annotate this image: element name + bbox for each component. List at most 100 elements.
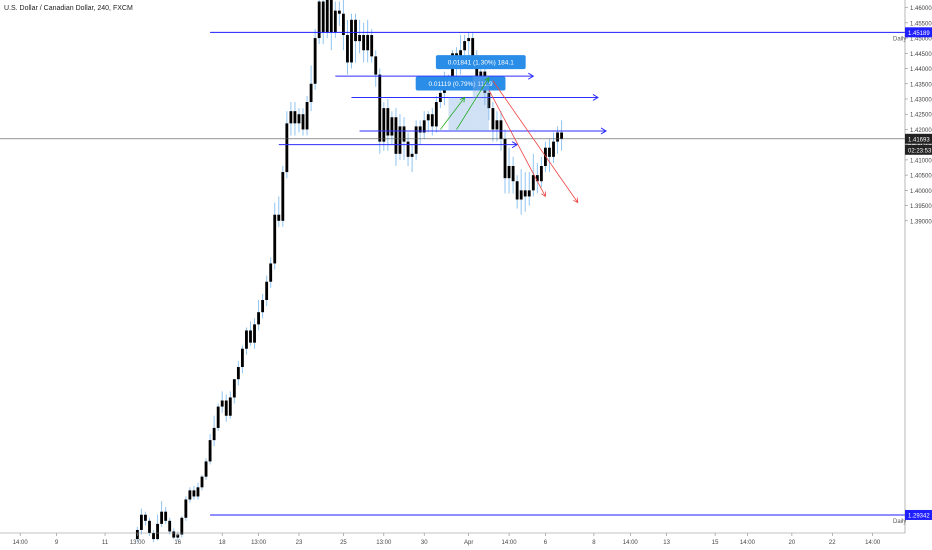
candle: [184, 496, 188, 521]
candle: [386, 98, 390, 151]
candle: [374, 50, 378, 87]
candle-body: [281, 172, 285, 221]
candle-body: [168, 520, 172, 532]
candle-body: [156, 523, 159, 540]
candle: [362, 22, 366, 63]
countdown-tag: [905, 144, 932, 155]
ray-arrowhead: [511, 141, 519, 149]
candle: [410, 144, 414, 173]
ray-arrowhead: [528, 72, 535, 80]
projection-arrow: [492, 80, 579, 203]
candle-body: [245, 330, 248, 349]
candle-body: [491, 108, 495, 130]
candle-body: [224, 400, 228, 416]
candle: [539, 156, 543, 188]
x-tick-label: 16: [174, 540, 181, 546]
candle-body: [430, 114, 434, 127]
candle: [277, 196, 281, 227]
candle: [491, 102, 495, 142]
candle: [426, 111, 430, 133]
candle: [232, 379, 236, 404]
candle-body: [293, 111, 297, 124]
candle-body: [220, 400, 224, 407]
candle-body: [418, 126, 422, 133]
candle: [535, 162, 539, 194]
candle-body: [240, 348, 244, 368]
candle-body: [398, 126, 402, 154]
x-tick-label: 14:00: [623, 540, 639, 546]
candle-body: [208, 440, 212, 462]
candle-body: [382, 108, 386, 142]
x-tick-label: 13:00: [130, 540, 146, 546]
candle-body: [414, 126, 418, 154]
x-tick-label: 11: [102, 540, 109, 546]
measure-box: [472, 76, 489, 131]
candle-body: [200, 476, 204, 488]
projection-arrow: [456, 77, 490, 130]
candle: [228, 391, 232, 419]
candle-body: [519, 190, 523, 200]
candle: [317, 0, 321, 45]
candle-body: [317, 1, 321, 39]
current-price-tag-label: 1.41693: [908, 137, 930, 143]
y-tick-label: 1.42000: [910, 128, 932, 134]
candle: [297, 108, 301, 133]
candle: [337, 1, 341, 26]
candle: [495, 111, 499, 142]
candle: [224, 394, 228, 422]
candle-body: [216, 406, 220, 428]
measure-label: 0.01119 (0.79%) 111.9: [428, 81, 493, 88]
candle-body: [394, 117, 398, 154]
candle: [156, 514, 159, 541]
candle: [350, 13, 353, 69]
candle: [358, 19, 361, 54]
candle: [309, 65, 313, 112]
candle-body: [152, 533, 155, 540]
candle-body: [539, 165, 543, 182]
level-price-tag: [905, 27, 932, 38]
candle: [152, 529, 155, 543]
candle-body: [176, 534, 180, 538]
y-tick-label: 1.39500: [910, 204, 932, 210]
candle-body: [277, 214, 281, 221]
candle: [273, 202, 277, 270]
candle: [370, 28, 374, 63]
candle: [208, 434, 212, 465]
candle: [188, 487, 192, 503]
candle: [160, 501, 164, 527]
candle-body: [350, 19, 353, 63]
candle-body: [366, 35, 370, 51]
candle-body: [228, 397, 232, 416]
x-tick-label: 18: [219, 540, 226, 546]
y-tick-label: 1.43000: [910, 97, 932, 103]
candle: [394, 108, 398, 166]
candle-body: [346, 35, 349, 63]
candle: [305, 95, 309, 136]
candle: [519, 169, 523, 215]
candle: [342, 0, 345, 51]
candle: [240, 345, 244, 374]
candle: [366, 19, 370, 63]
candle: [257, 300, 260, 331]
candle-body: [285, 123, 289, 173]
candle-body: [184, 499, 188, 518]
candle-body: [390, 117, 394, 136]
candle-body: [253, 324, 256, 343]
candle-body: [402, 126, 406, 142]
current-price-tag: [905, 133, 932, 144]
candle: [301, 108, 305, 136]
candle-body: [196, 487, 200, 497]
x-tick-label: Apr: [464, 540, 473, 546]
chart-title: U.S. Dollar / Canadian Dollar, 240, FXCM: [4, 5, 133, 12]
candle-body: [342, 13, 345, 36]
candle-body: [257, 312, 260, 325]
candle-body: [507, 165, 511, 179]
y-tick-label: 1.43500: [910, 82, 932, 88]
candle: [180, 516, 184, 538]
x-tick-label: 23: [296, 540, 303, 546]
candle-body: [362, 35, 366, 51]
y-tick-label: 1.44500: [910, 52, 932, 58]
candle: [249, 321, 252, 346]
candle-body: [269, 263, 273, 282]
